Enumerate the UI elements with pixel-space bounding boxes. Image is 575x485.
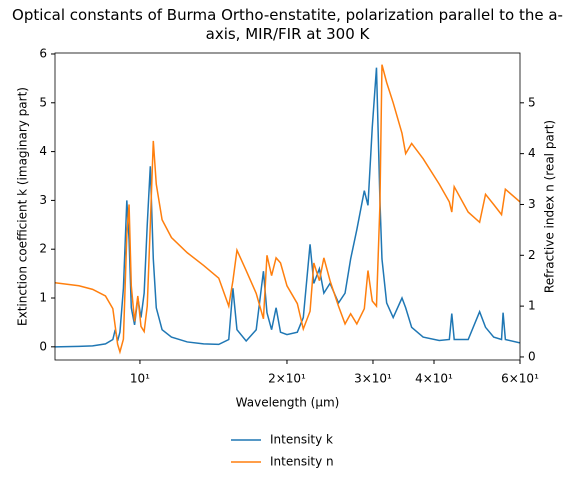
y-tick-label: 5 <box>39 95 47 109</box>
data-line <box>55 64 520 355</box>
plot-frame <box>54 52 521 361</box>
x-axis-label: Wavelength (μm) <box>236 396 340 410</box>
y2-tick-label: 3 <box>528 197 536 211</box>
y-tick-label: 2 <box>39 242 47 256</box>
y-tick-label: 4 <box>39 144 47 158</box>
legend-label: Intensity k <box>270 433 333 447</box>
y-tick-label: 0 <box>39 339 47 353</box>
y2-tick-label: 5 <box>528 95 536 109</box>
y-axis-label: Extinction coefficient k (imaginary part… <box>16 87 30 326</box>
x-tick-label: 10¹ <box>130 372 150 386</box>
y2-tick-label: 4 <box>528 146 536 160</box>
x-tick-label: 6×10¹ <box>501 372 539 386</box>
x-tick-label: 3×10¹ <box>354 372 392 386</box>
y-tick-label: 1 <box>39 291 47 305</box>
chart-title: Optical constants of Burma Ortho-enstati… <box>12 6 563 43</box>
x-tick-label: 4×10¹ <box>415 372 453 386</box>
y-tick-label: 3 <box>39 193 47 207</box>
y2-tick-label: 2 <box>528 248 536 262</box>
y2-tick-label: 0 <box>528 349 536 363</box>
y-tick-label: 6 <box>39 46 47 60</box>
data-line <box>55 67 520 348</box>
x-tick-label: 2×10¹ <box>268 372 306 386</box>
y2-tick-label: 1 <box>528 299 536 313</box>
y2-axis-label: Refractive index n (real part) <box>543 120 557 293</box>
legend-label: Intensity n <box>270 455 334 469</box>
